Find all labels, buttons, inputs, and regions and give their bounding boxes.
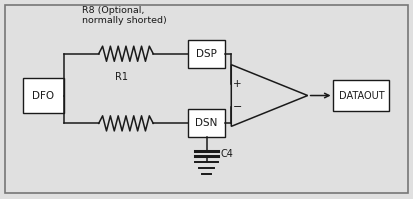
- Bar: [334, 80, 389, 111]
- Bar: [188, 109, 225, 137]
- Bar: [188, 40, 225, 68]
- Text: DSN: DSN: [195, 118, 218, 128]
- Text: −: −: [233, 102, 242, 112]
- Text: R8 (Optional,
normally shorted): R8 (Optional, normally shorted): [81, 6, 166, 25]
- Text: DFO: DFO: [32, 91, 55, 100]
- Text: R1: R1: [115, 72, 128, 82]
- Text: DSP: DSP: [196, 49, 217, 59]
- Text: C4: C4: [221, 149, 234, 159]
- Text: +: +: [233, 79, 242, 89]
- Bar: [23, 78, 64, 113]
- Text: DATAOUT: DATAOUT: [339, 91, 384, 100]
